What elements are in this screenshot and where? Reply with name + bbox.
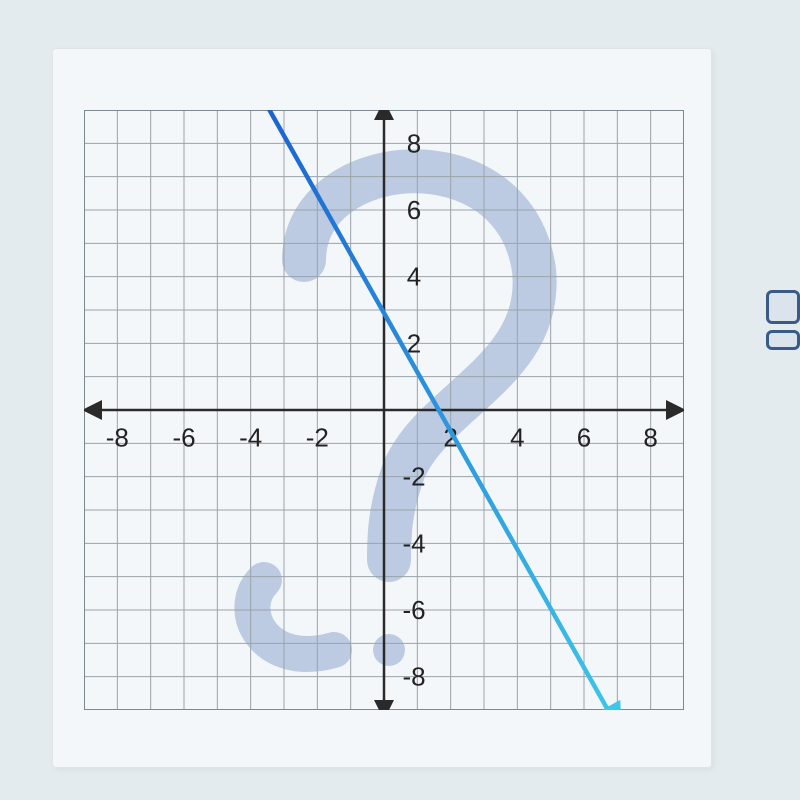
y-tick-label: -8 (402, 662, 425, 692)
watermark-question-icon (252, 171, 534, 666)
side-toolbar (766, 290, 800, 410)
y-tick-label: -4 (402, 528, 425, 558)
x-tick-label: 4 (510, 423, 524, 453)
y-tick-label: -2 (402, 462, 425, 492)
axes (88, 110, 680, 710)
x-tick-label: -8 (106, 423, 129, 453)
y-tick-label: -6 (402, 595, 425, 625)
y-tick-label: 6 (407, 195, 421, 225)
y-tick-label: 4 (407, 262, 421, 292)
x-tick-label: -4 (239, 423, 262, 453)
x-tick-label: -2 (306, 423, 329, 453)
y-tick-label: 8 (407, 128, 421, 158)
tool-icon-square[interactable] (766, 290, 800, 324)
x-tick-label: -6 (172, 423, 195, 453)
coordinate-graph: -8-6-4-22468-8-6-4-22468 (84, 110, 684, 710)
tool-icon-small[interactable] (766, 330, 800, 350)
x-tick-label: 8 (643, 423, 657, 453)
x-tick-label: 6 (577, 423, 591, 453)
